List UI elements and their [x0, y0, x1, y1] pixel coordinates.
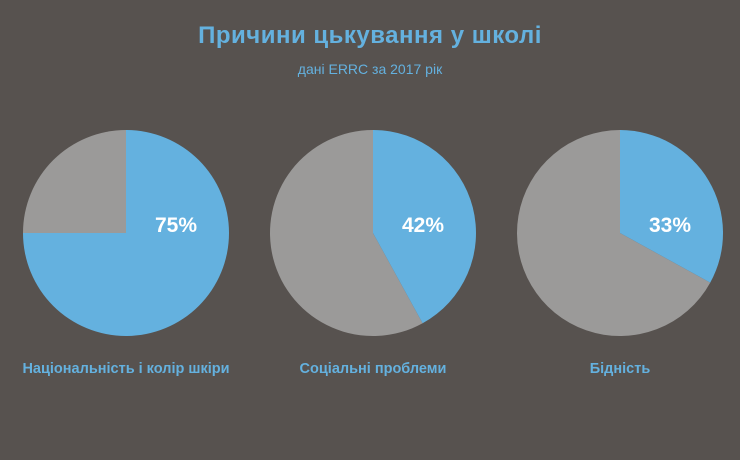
pie-2-value-slice [373, 130, 476, 324]
pie-3-value-slice [620, 130, 724, 283]
pie-1-value-label: 75% [155, 214, 197, 237]
pie-2: 42% Соціальні проблеми [270, 130, 476, 377]
pie-2-category-label: Соціальні проблеми [300, 361, 447, 377]
pie-1: 75% Національність і колір шкіри [22, 130, 230, 377]
pie-1-value-slice [23, 130, 229, 336]
pie-2-value-label: 42% [402, 214, 444, 237]
chart-subtitle: дані ERRC за 2017 рік [297, 61, 443, 77]
pie-3-value-label: 33% [649, 214, 691, 237]
pie-1-category-label: Національність і колір шкіри [22, 361, 229, 377]
pie-2-remainder-slice [270, 130, 423, 336]
pie-1-remainder-slice [23, 130, 126, 233]
pie-3: 33% Бідність [517, 130, 724, 377]
pie-3-category-label: Бідність [590, 361, 651, 377]
pie-3-remainder-slice [517, 130, 711, 337]
chart-title: Причини цькування у школі [198, 22, 542, 49]
